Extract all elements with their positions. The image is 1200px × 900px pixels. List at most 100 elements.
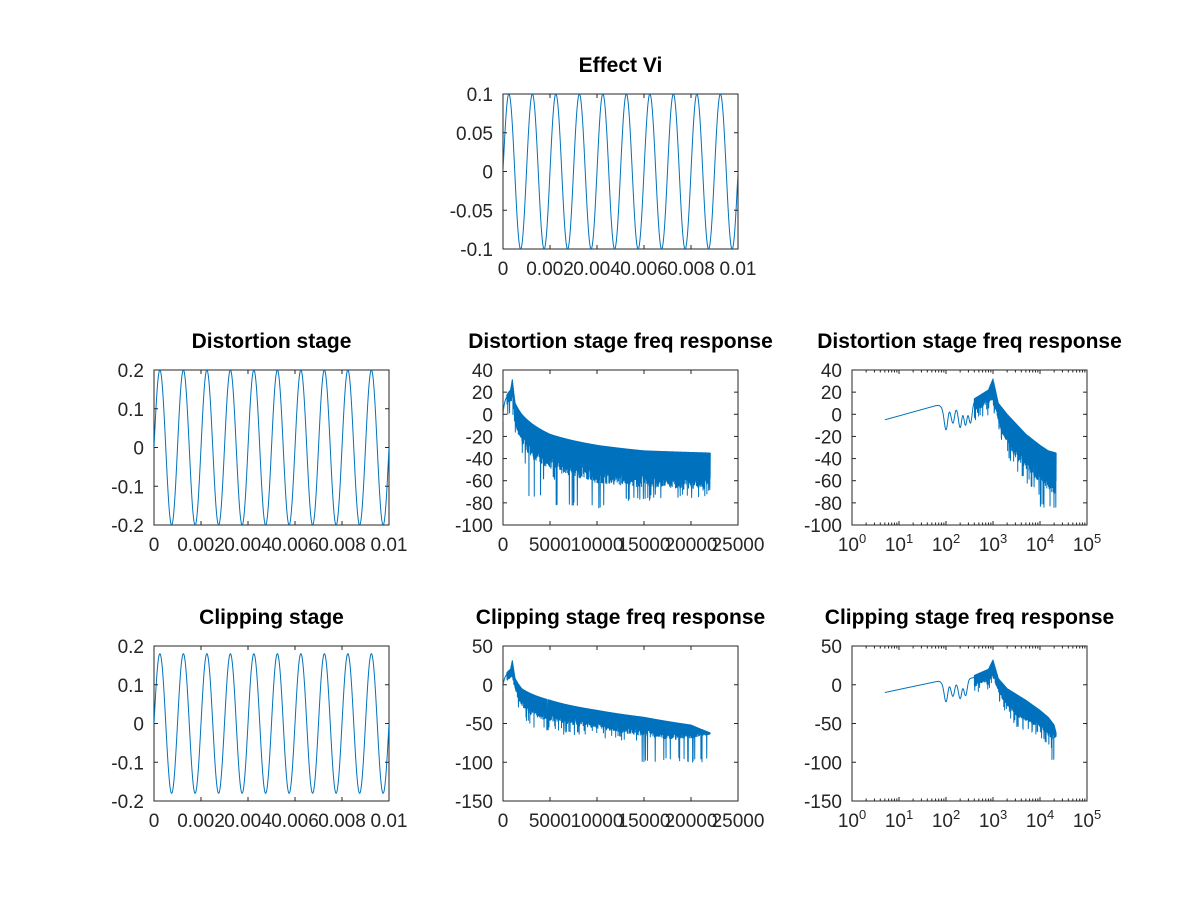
y-tick-label: 40 (472, 361, 493, 382)
y-tick-label: -0.2 (111, 516, 144, 537)
x-tick-label: 100 (838, 531, 866, 556)
y-tick-label: 0.2 (118, 637, 144, 658)
subplot-title: Clipping stage freq response (476, 606, 765, 629)
y-tick-label: 0 (133, 439, 144, 460)
series-line-Vclip (154, 653, 389, 794)
series-line-Vdist (154, 370, 389, 525)
x-tick-label: 0.002 (177, 811, 225, 832)
subplot-title: Effect Vi (579, 54, 663, 77)
x-tick-label: 100 (838, 807, 866, 832)
y-tick-label: 0.05 (456, 124, 493, 145)
x-tick-label: 103 (979, 807, 1007, 832)
x-tick-label: 0 (149, 811, 160, 832)
subplot-distortion-stage: 0 0.002 0.004 0.006 0.008 0.01 -0.2 -0.1 0 0.1 0.2… (111, 330, 407, 556)
y-tick-label: -0.1 (111, 477, 144, 498)
y-tick-label: 0.2 (118, 361, 144, 382)
x-tick-label: 0.006 (620, 259, 668, 280)
y-tick-label: -100 (455, 753, 493, 774)
subplot-clipping-freq-log: 100 101 102 103 104 105 -150 -100 -50 0 50 Clipping… (804, 606, 1114, 832)
subplot-title: Clipping stage freq response (825, 606, 1114, 629)
x-tick-label: 20000 (665, 811, 718, 832)
y-tick-label: -100 (804, 516, 842, 537)
x-tick-label: 5000 (529, 535, 571, 556)
y-tick-label: -50 (466, 715, 493, 736)
x-tick-label: 15000 (618, 535, 671, 556)
x-tick-label: 101 (885, 807, 913, 832)
x-tick-label: 102 (932, 807, 960, 832)
x-tick-label: 5000 (529, 811, 571, 832)
y-tick-label: -0.1 (460, 240, 493, 261)
y-tick-label: -80 (815, 494, 842, 515)
y-tick-label: -0.1 (111, 753, 144, 774)
x-tick-label: 103 (979, 531, 1007, 556)
y-tick-label: -100 (455, 516, 493, 537)
x-tick-label: 0 (498, 535, 509, 556)
x-tick-label: 0.01 (371, 535, 408, 556)
x-tick-label: 10000 (571, 811, 624, 832)
x-tick-label: 0.004 (224, 811, 272, 832)
subplot-effect-vi: 0 0.002 0.004 0.006 0.008 0.01 -0.1 -0.05 0 0.05 0… (450, 54, 757, 280)
y-tick-label: 0 (482, 405, 493, 426)
y-tick-label: -40 (466, 450, 493, 471)
series-line-H_clip (884, 659, 1057, 760)
y-tick-label: 20 (472, 383, 493, 404)
x-tick-label: 0.006 (271, 535, 319, 556)
y-tick-label: -40 (815, 450, 842, 471)
y-tick-label: 0.1 (118, 676, 144, 697)
y-tick-label: -150 (804, 792, 842, 813)
subplot-title: Distortion stage freq response (468, 330, 773, 353)
subplot-title: Distortion stage (192, 330, 352, 353)
x-tick-label: 105 (1073, 807, 1101, 832)
subplot-title: Clipping stage (199, 606, 344, 629)
x-tick-label: 0.002 (177, 535, 225, 556)
x-tick-label: 0.004 (573, 259, 621, 280)
axes-box (851, 369, 1088, 526)
x-tick-label: 25000 (712, 811, 765, 832)
x-tick-label: 0.006 (271, 811, 319, 832)
series-line-H_dist (503, 379, 711, 509)
y-tick-label: -50 (815, 715, 842, 736)
y-tick-label: -0.2 (111, 792, 144, 813)
x-tick-label: 0.008 (318, 811, 366, 832)
axes-box (502, 645, 739, 802)
y-tick-label: 50 (472, 637, 493, 658)
y-tick-label: 0 (133, 715, 144, 736)
y-tick-label: 50 (821, 637, 842, 658)
y-tick-label: -100 (804, 753, 842, 774)
x-tick-label: 0.002 (526, 259, 574, 280)
y-tick-label: -0.05 (450, 201, 493, 222)
y-tick-label: 0 (482, 163, 493, 184)
subplot-title: Distortion stage freq response (817, 330, 1122, 353)
x-tick-label: 15000 (618, 811, 671, 832)
x-tick-label: 105 (1073, 531, 1101, 556)
y-tick-label: 0.1 (118, 400, 144, 421)
y-tick-label: 0.1 (467, 85, 493, 106)
x-tick-label: 101 (885, 531, 913, 556)
y-tick-label: -20 (815, 427, 842, 448)
x-tick-label: 0.004 (224, 535, 272, 556)
x-tick-label: 0.01 (720, 259, 757, 280)
x-tick-label: 0 (498, 259, 509, 280)
x-tick-label: 0.008 (318, 535, 366, 556)
y-tick-label: 0 (831, 676, 842, 697)
y-tick-label: -60 (815, 472, 842, 493)
series-line-H_clip (503, 660, 711, 763)
y-tick-label: 20 (821, 383, 842, 404)
x-tick-label: 10000 (571, 535, 624, 556)
x-tick-label: 25000 (712, 535, 765, 556)
x-tick-label: 0.008 (667, 259, 715, 280)
y-tick-label: 0 (482, 676, 493, 697)
y-tick-label: 0 (831, 405, 842, 426)
x-tick-label: 20000 (665, 535, 718, 556)
x-tick-label: 0 (498, 811, 509, 832)
y-tick-label: -80 (466, 494, 493, 515)
y-tick-label: -20 (466, 427, 493, 448)
x-tick-label: 104 (1026, 807, 1054, 832)
x-tick-label: 102 (932, 531, 960, 556)
x-tick-label: 104 (1026, 531, 1054, 556)
x-tick-label: 0 (149, 535, 160, 556)
